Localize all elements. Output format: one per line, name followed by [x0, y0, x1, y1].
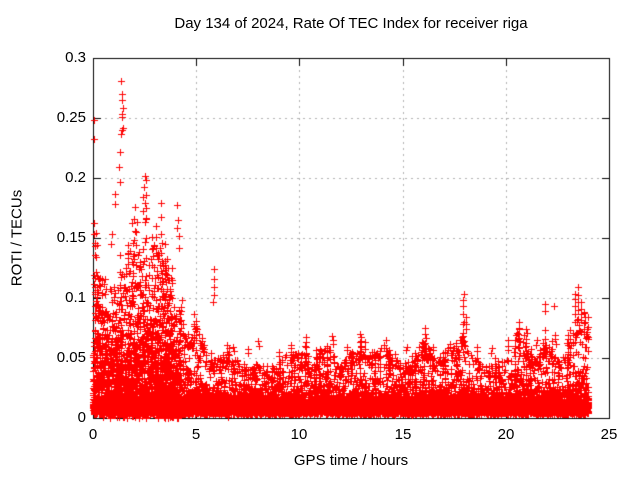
y-tick-label: 0.3 [65, 49, 86, 66]
x-tick-label: 15 [394, 426, 412, 443]
x-axis-label: GPS time / hours [293, 452, 409, 469]
y-tick-label: 0.05 [56, 349, 86, 366]
x-tick-label: 10 [290, 426, 308, 443]
y-tick-label: 0.2 [65, 169, 86, 186]
y-tick-label: 0.1 [65, 289, 86, 306]
y-tick-label: 0.15 [56, 229, 86, 246]
x-tick-label: 0 [88, 426, 98, 443]
y-tick-label: 0 [77, 409, 86, 426]
chart-title: Day 134 of 2024, Rate Of TEC Index for r… [174, 15, 528, 32]
y-tick-label: 0.25 [56, 109, 86, 126]
x-tick-label: 5 [191, 426, 201, 443]
x-tick-label: 20 [497, 426, 515, 443]
x-tick-label: 25 [600, 426, 618, 443]
